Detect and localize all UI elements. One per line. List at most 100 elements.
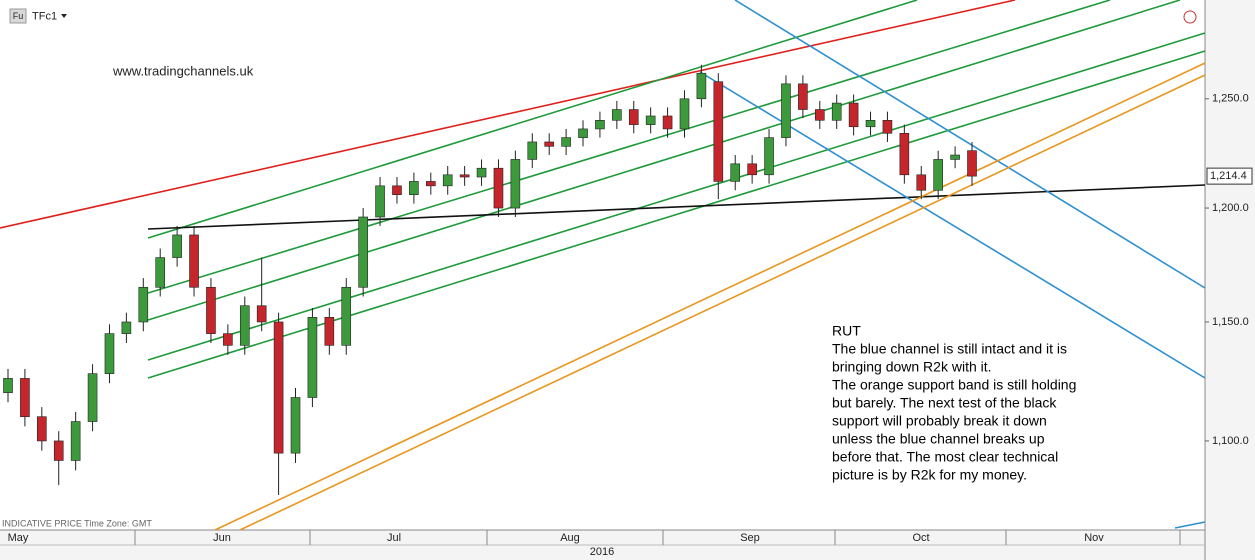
symbol[interactable]: TFc1 xyxy=(32,10,57,22)
candle-body xyxy=(20,378,30,418)
candle-body xyxy=(155,257,166,288)
candle-body xyxy=(358,216,368,288)
trendline xyxy=(147,0,1181,321)
last-price-label: 1,214.4 xyxy=(1210,170,1247,182)
candle-body xyxy=(239,305,250,346)
candle-body xyxy=(882,119,893,134)
settings-icon[interactable] xyxy=(1183,10,1197,24)
candle-body xyxy=(459,174,470,178)
candle-body xyxy=(510,159,521,209)
candle-body xyxy=(628,109,639,125)
candle-body xyxy=(747,163,757,176)
annotation-line: The orange support band is still holding xyxy=(832,377,1076,393)
candle-body xyxy=(595,119,605,130)
footer: INDICATIVE PRICE Time Zone: GMT xyxy=(2,518,152,528)
candle-body xyxy=(409,181,419,196)
candle-body xyxy=(37,416,47,442)
x-tick-label: Oct xyxy=(912,532,929,544)
annotation-line: unless the blue channel breaks up xyxy=(832,431,1045,447)
trendline xyxy=(214,62,1206,531)
year-label: 2016 xyxy=(590,546,614,558)
trendlines xyxy=(0,0,1206,531)
annotation-line: picture is by R2k for my money. xyxy=(832,467,1027,483)
candle-body xyxy=(121,321,132,334)
trendline xyxy=(147,32,1206,361)
candle-body xyxy=(645,115,656,125)
symbol-dropdown[interactable] xyxy=(61,14,67,18)
candle-body xyxy=(713,81,724,182)
candle-body xyxy=(172,234,182,258)
y-axis-panel xyxy=(1205,0,1255,560)
candle-body xyxy=(3,378,13,394)
trendline xyxy=(147,50,1206,379)
candle-body xyxy=(662,115,673,130)
candle-body xyxy=(223,333,233,346)
x-tick-label: Sep xyxy=(740,532,760,544)
candle-body xyxy=(442,174,453,187)
symbol-badge: Fu xyxy=(13,11,24,21)
candle-body xyxy=(916,174,927,191)
candle-body xyxy=(375,185,385,218)
watermark: www.tradingchannels.uk xyxy=(112,63,254,78)
candle-body xyxy=(848,102,859,128)
x-tick-label: Jun xyxy=(213,532,231,544)
candle-body xyxy=(612,109,622,121)
annotation-line: bringing down R2k with it. xyxy=(832,359,992,375)
annotation-line: but barely. The next test of the black xyxy=(832,395,1057,411)
trendline xyxy=(239,74,1206,531)
candle-body xyxy=(476,167,487,178)
candle-body xyxy=(307,317,318,398)
trendline xyxy=(734,0,1206,289)
candle-body xyxy=(814,109,825,121)
trendline xyxy=(147,0,918,239)
y-tick-label: 1,200.0 xyxy=(1212,202,1249,214)
y-tick-label: 1,150.0 xyxy=(1212,316,1249,328)
candle-body xyxy=(798,83,808,110)
candle-body xyxy=(189,234,199,288)
last-price-box xyxy=(1206,167,1253,185)
candle-body xyxy=(730,163,741,182)
y-tick-label: 1,100.0 xyxy=(1212,435,1249,447)
candle-body xyxy=(206,286,216,334)
x-tick-label: Nov xyxy=(1084,532,1104,544)
trendline xyxy=(147,0,1111,294)
candle-body xyxy=(950,154,960,160)
candles xyxy=(3,64,977,496)
candle-body xyxy=(831,102,842,121)
candle-body xyxy=(324,317,335,346)
candle-body xyxy=(696,72,707,100)
candle-body xyxy=(290,397,301,454)
annotation-line: RUT xyxy=(832,323,861,339)
candle-body xyxy=(341,286,352,346)
y-tick-label: 1,250.0 xyxy=(1212,93,1249,105)
x-tick-label: Aug xyxy=(560,532,580,544)
candle-body xyxy=(426,181,436,187)
x-tick-label: Jul xyxy=(387,532,401,544)
candle-body xyxy=(578,128,588,138)
candle-body xyxy=(138,286,149,323)
candle-body xyxy=(273,321,284,454)
candle-body xyxy=(87,373,98,422)
candle-body xyxy=(527,141,538,160)
candle-body xyxy=(392,185,402,196)
candle-body xyxy=(967,150,977,177)
candle-body xyxy=(256,305,267,323)
trendline xyxy=(0,0,1016,229)
candle-body xyxy=(764,137,774,176)
candle-body xyxy=(899,132,910,176)
trendline xyxy=(1174,521,1206,529)
candle-body xyxy=(781,83,791,138)
annotation-line: support will probably break it down xyxy=(832,413,1047,429)
candle-body xyxy=(70,421,81,461)
candle-body xyxy=(104,333,115,374)
candle-body xyxy=(865,119,876,128)
candle-body xyxy=(544,141,554,147)
annotation-line: The blue channel is still intact and it … xyxy=(832,341,1067,357)
x-tick-label: May xyxy=(8,532,29,544)
candle-body xyxy=(53,440,64,461)
candle-body xyxy=(561,137,571,147)
annotation-line: before that. The most clear technical xyxy=(832,449,1058,465)
candle-body xyxy=(493,167,504,209)
candle-body xyxy=(679,98,690,130)
